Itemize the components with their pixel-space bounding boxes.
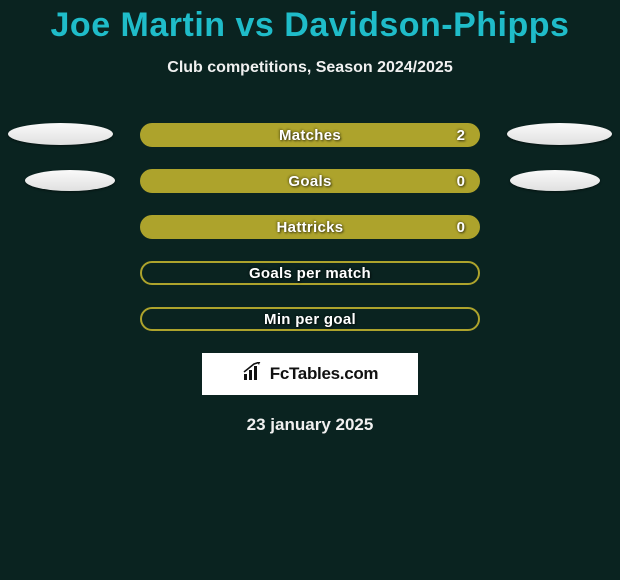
- stat-bar: Goals 0: [140, 169, 480, 193]
- stat-bar: Matches 2: [140, 123, 480, 147]
- stat-row-goals: Goals 0: [0, 169, 620, 193]
- stat-label: Min per goal: [264, 311, 356, 328]
- stat-row-matches: Matches 2: [0, 123, 620, 147]
- right-value-ellipse: [510, 170, 600, 191]
- stat-value: 0: [457, 219, 465, 236]
- left-value-ellipse: [25, 170, 115, 191]
- stat-value: 0: [457, 173, 465, 190]
- stats-rows: Matches 2 Goals 0 Hattricks 0 Goals per …: [0, 123, 620, 331]
- right-value-ellipse: [507, 123, 612, 145]
- stat-label: Goals per match: [249, 265, 371, 282]
- stat-bar: Min per goal: [140, 307, 480, 331]
- stat-value: 2: [457, 127, 465, 144]
- stat-bar: Goals per match: [140, 261, 480, 285]
- stat-label: Hattricks: [277, 219, 344, 236]
- stat-label: Goals: [288, 173, 331, 190]
- stat-row-hattricks: Hattricks 0: [0, 215, 620, 239]
- date-text: 23 january 2025: [0, 415, 620, 435]
- stat-row-min-per-goal: Min per goal: [0, 307, 620, 331]
- source-logo-text: FcTables.com: [270, 364, 379, 384]
- comparison-infographic: Joe Martin vs Davidson-Phipps Club compe…: [0, 0, 620, 580]
- page-title: Joe Martin vs Davidson-Phipps: [0, 0, 620, 45]
- page-subtitle: Club competitions, Season 2024/2025: [0, 59, 620, 77]
- stat-row-goals-per-match: Goals per match: [0, 261, 620, 285]
- chart-icon: [242, 362, 264, 387]
- left-value-ellipse: [8, 123, 113, 145]
- source-logo-box: FcTables.com: [202, 353, 418, 395]
- stat-label: Matches: [279, 127, 341, 144]
- source-logo: FcTables.com: [242, 362, 379, 387]
- stat-bar: Hattricks 0: [140, 215, 480, 239]
